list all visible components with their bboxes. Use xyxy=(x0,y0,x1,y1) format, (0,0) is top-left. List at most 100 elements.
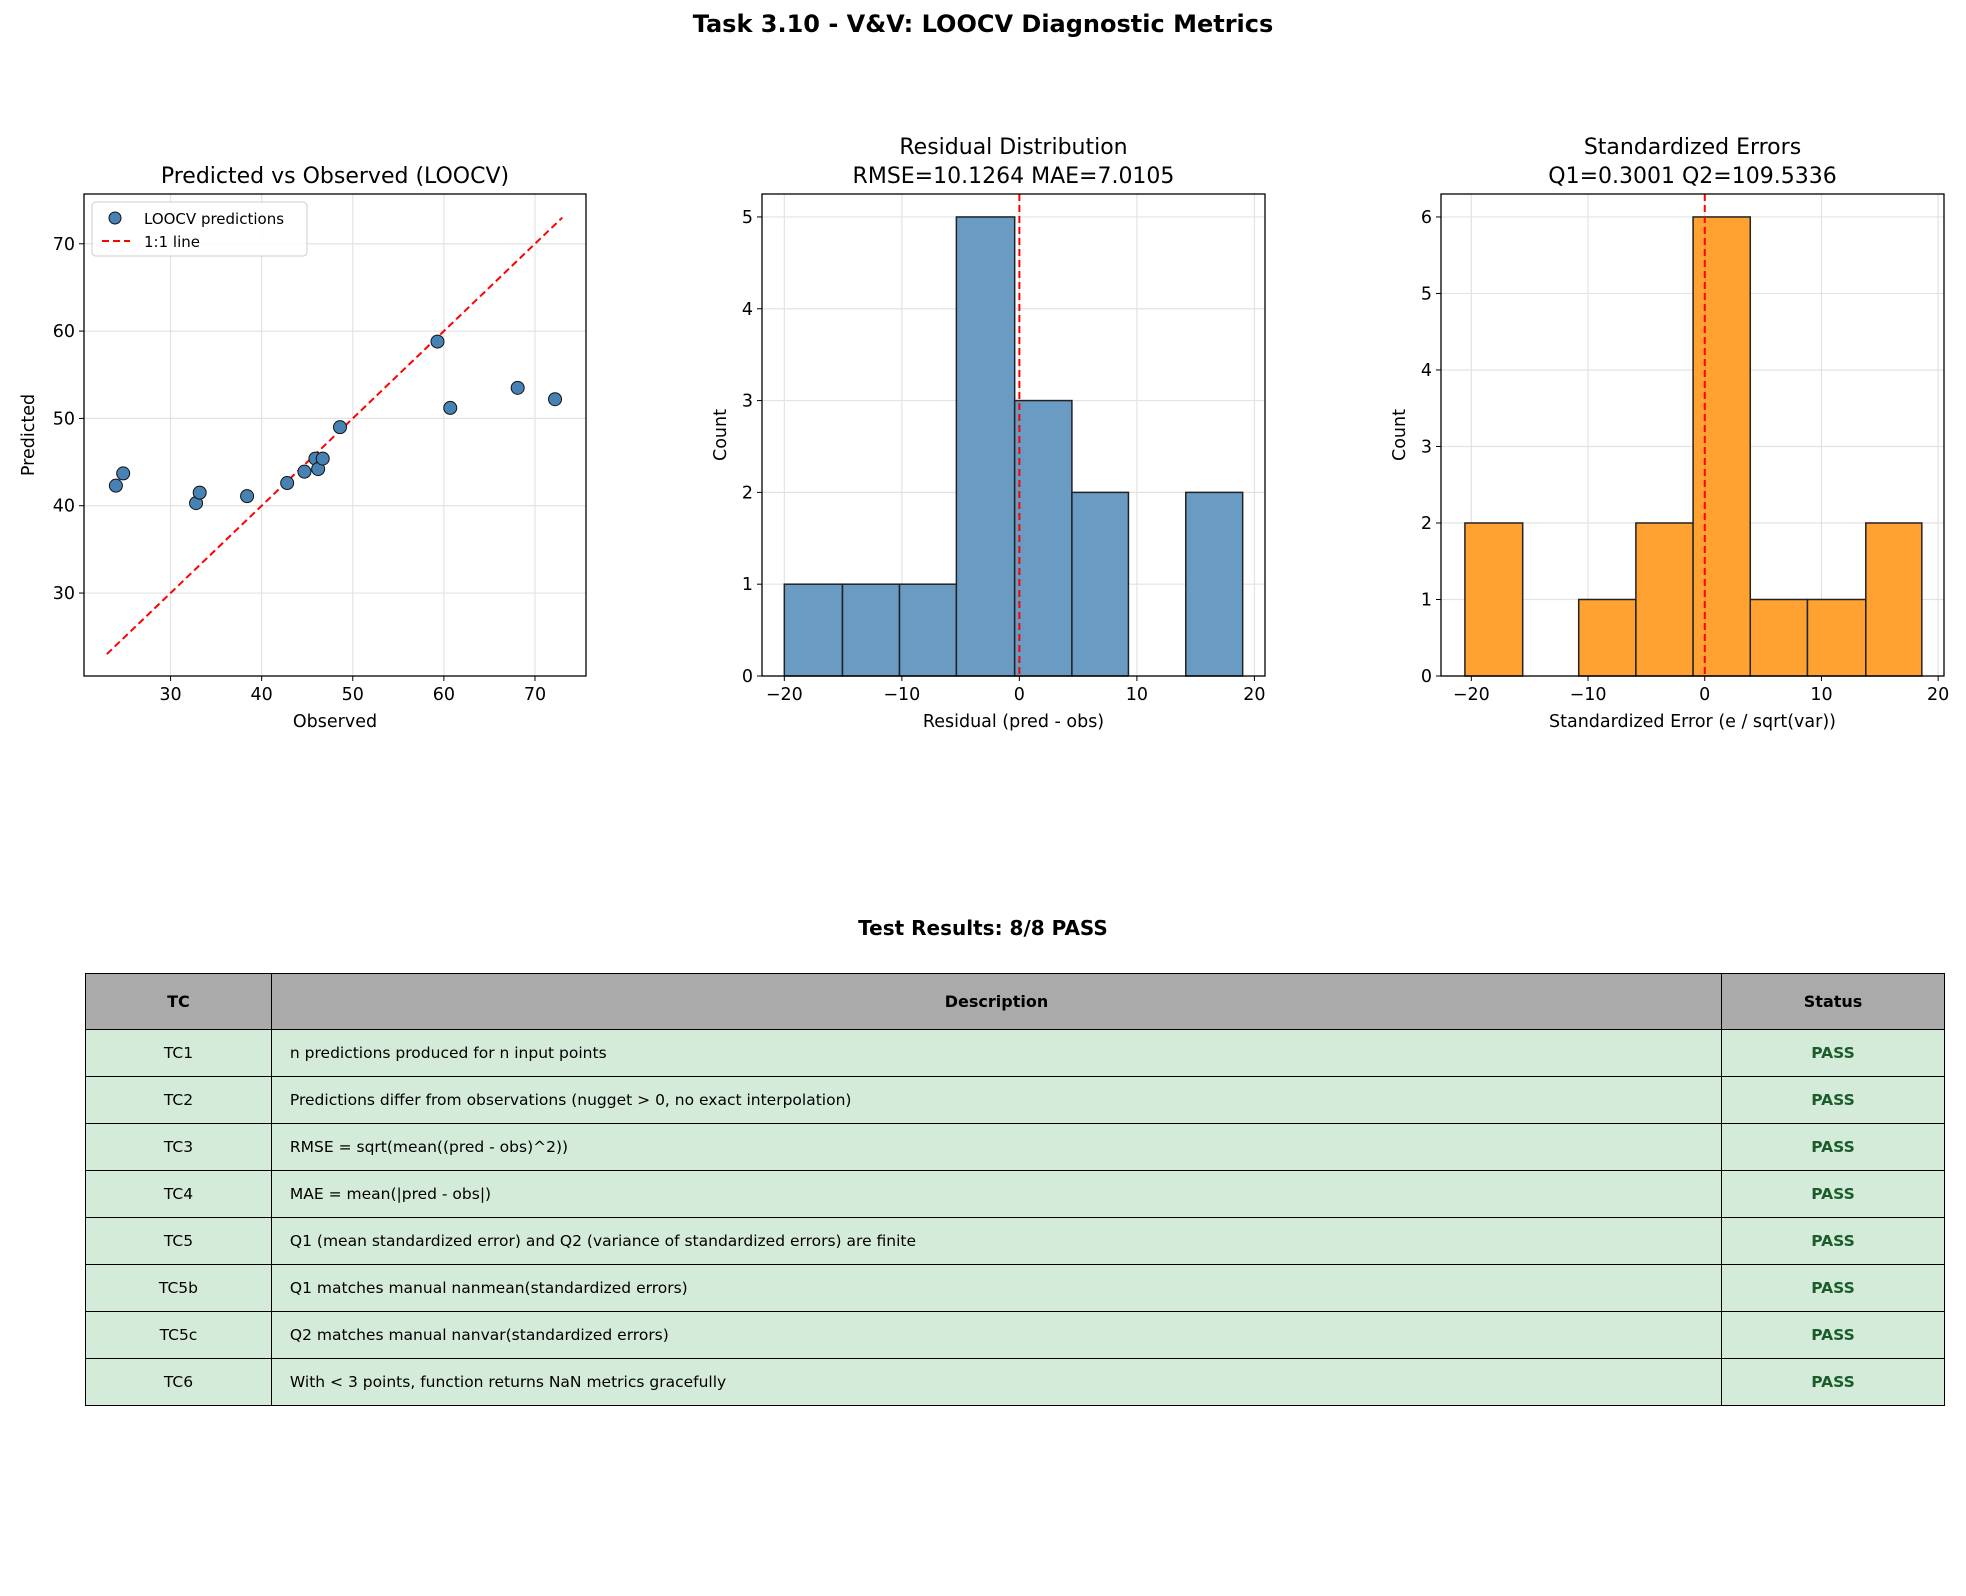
table-row: TC3 RMSE = sqrt(mean((pred - obs)^2)) PASS xyxy=(85,1123,1945,1171)
tc-cell: TC1 xyxy=(85,1029,272,1077)
status-badge: PASS xyxy=(1721,1264,1945,1312)
header-description: Description xyxy=(270,973,1723,1030)
status-badge: PASS xyxy=(1721,1076,1945,1124)
y-tick-label: 60 xyxy=(53,322,75,342)
x-tick-label: −10 xyxy=(883,685,920,705)
tc-cell: TC6 xyxy=(85,1358,272,1406)
histogram-bar xyxy=(1013,399,1073,677)
tc-cell: TC3 xyxy=(85,1123,272,1171)
description-cell: Q1 matches manual nanmean(standardized e… xyxy=(270,1264,1723,1312)
data-point xyxy=(192,485,207,500)
data-point xyxy=(297,464,312,479)
legend-box xyxy=(91,201,308,257)
data-point xyxy=(116,466,131,481)
y-tick-label: 3 xyxy=(1421,437,1432,457)
tc-cell: TC4 xyxy=(85,1170,272,1218)
table-row: TC2 Predictions differ from observations … xyxy=(85,1076,1945,1124)
x-tick-label: 20 xyxy=(1243,685,1265,705)
axes-frame xyxy=(1440,193,1945,677)
histogram-bar xyxy=(1185,491,1244,677)
x-axis-label: Standardized Error (e / sqrt(var)) xyxy=(1549,712,1836,732)
y-tick-label: 5 xyxy=(1421,284,1432,304)
y-axis-label: Count xyxy=(711,409,731,461)
y-tick-label: 1 xyxy=(1421,590,1432,610)
table-row: TC6 With < 3 points, function returns NaN… xyxy=(85,1358,1945,1406)
tc-cell: TC5 xyxy=(85,1217,272,1265)
x-tick-label: 20 xyxy=(1927,685,1949,705)
chart-1: LOOCV predictions 1:1 line 30 40 50 60 70 30 40 5… xyxy=(19,164,587,732)
y-tick-label: 4 xyxy=(1421,361,1432,381)
description-cell: RMSE = sqrt(mean((pred - obs)^2)) xyxy=(270,1123,1723,1171)
chart-title: Residual Distribution xyxy=(899,135,1127,160)
y-axis-label: Predicted xyxy=(19,394,39,476)
figure-title: Task 3.10 - V&V: LOOCV Diagnostic Metric… xyxy=(692,10,1274,38)
histogram-bar xyxy=(1635,522,1694,677)
y-tick-label: 30 xyxy=(53,584,75,604)
axes-frame xyxy=(761,193,1266,677)
x-tick-label: 50 xyxy=(342,685,364,705)
status-badge: PASS xyxy=(1721,1170,1945,1218)
chart-title: Predicted vs Observed (LOOCV) xyxy=(161,164,509,189)
histogram-bar xyxy=(1071,491,1130,677)
histogram-bar xyxy=(1577,598,1637,677)
data-point xyxy=(240,489,255,504)
data-point xyxy=(315,451,330,466)
histogram-bar xyxy=(1749,598,1809,677)
data-point xyxy=(333,420,348,435)
x-tick-label: −20 xyxy=(766,685,803,705)
x-tick-label: 40 xyxy=(251,685,273,705)
description-cell: Q2 matches manual nanvar(standardized er… xyxy=(270,1311,1723,1359)
status-badge: PASS xyxy=(1721,1123,1945,1171)
histogram-bar xyxy=(1464,522,1524,677)
status-badge: PASS xyxy=(1721,1311,1945,1359)
x-tick-label: 60 xyxy=(433,685,455,705)
histogram-bar xyxy=(898,583,958,677)
test-results-table: TC Description Status TC1 n predictions p… xyxy=(85,973,1945,1406)
description-cell: n predictions produced for n input point… xyxy=(270,1029,1723,1077)
status-badge: PASS xyxy=(1721,1217,1945,1265)
y-tick-label: 50 xyxy=(53,409,75,429)
x-tick-label: 0 xyxy=(1014,685,1025,705)
y-tick-label: 6 xyxy=(1421,208,1432,228)
y-tick-label: 4 xyxy=(742,300,753,320)
x-tick-label: 10 xyxy=(1126,685,1148,705)
chart-subtitle: Q1=0.3001 Q2=109.5336 xyxy=(1548,164,1836,189)
status-badge: PASS xyxy=(1721,1358,1945,1406)
table-row: TC5 Q1 (mean standardized error) and Q2 (… xyxy=(85,1217,1945,1265)
legend-marker-icon xyxy=(108,211,122,225)
y-tick-label: 2 xyxy=(1421,514,1432,534)
histogram-bar xyxy=(783,583,844,677)
data-point xyxy=(108,478,123,493)
x-axis-label: Observed xyxy=(293,712,377,732)
chart-title: Standardized Errors xyxy=(1584,135,1801,160)
x-tick-label: 30 xyxy=(159,685,181,705)
data-point xyxy=(430,334,445,349)
data-point xyxy=(510,380,525,395)
status-badge: PASS xyxy=(1721,1029,1945,1077)
table-title: Test Results: 8/8 PASS xyxy=(858,916,1108,940)
chart-3: −20 −10 0 10 20 0 1 2 3 4 5 6 Standardized Error (e … xyxy=(1390,135,1949,732)
legend-label: LOOCV predictions xyxy=(144,210,284,228)
description-cell: Q1 (mean standardized error) and Q2 (var… xyxy=(270,1217,1723,1265)
histogram-bar xyxy=(1692,216,1752,677)
histogram-bar xyxy=(841,583,901,677)
header-tc: TC xyxy=(85,973,272,1030)
chart-subtitle: RMSE=10.1264 MAE=7.0105 xyxy=(853,164,1175,189)
data-point xyxy=(280,476,295,491)
x-axis-label: Residual (pred - obs) xyxy=(923,712,1104,732)
identity-line xyxy=(106,216,564,655)
x-tick-label: −20 xyxy=(1453,685,1490,705)
histogram-bar xyxy=(1865,522,1923,677)
x-tick-label: −10 xyxy=(1570,685,1607,705)
y-tick-label: 3 xyxy=(742,392,753,412)
header-status: Status xyxy=(1721,973,1945,1030)
y-tick-label: 1 xyxy=(742,575,753,595)
description-cell: Predictions differ from observations (nu… xyxy=(270,1076,1723,1124)
y-tick-label: 0 xyxy=(1421,667,1432,687)
table-row: TC5c Q2 matches manual nanvar(standardize… xyxy=(85,1311,1945,1359)
data-point xyxy=(548,392,563,407)
x-tick-label: 70 xyxy=(524,685,546,705)
y-tick-label: 40 xyxy=(53,497,75,517)
y-tick-label: 70 xyxy=(53,235,75,255)
